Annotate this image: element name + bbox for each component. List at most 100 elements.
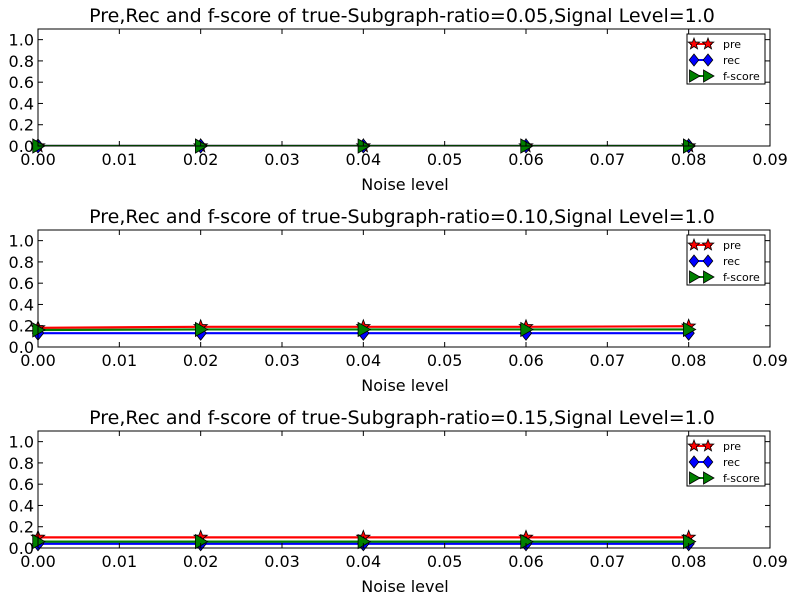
data-point-f-score xyxy=(520,533,534,550)
chart-panel-3: Pre,Rec and f-score of true-Subgraph-rat… xyxy=(9,407,788,596)
x-tick-label: 0.09 xyxy=(752,150,788,169)
y-tick-label: 0.0 xyxy=(9,137,34,156)
legend-marker-f-score xyxy=(703,471,715,485)
x-tick-label: 0.02 xyxy=(183,351,219,370)
x-tick-label: 0.08 xyxy=(671,552,707,571)
y-tick-label: 0.8 xyxy=(9,454,34,473)
data-point-f-score xyxy=(683,533,697,550)
axes-frame xyxy=(37,229,771,348)
legend-marker-rec xyxy=(702,254,714,268)
y-tick-label: 1.0 xyxy=(9,433,34,452)
legend-marker-rec xyxy=(688,254,700,268)
x-tick-label: 0.01 xyxy=(102,552,138,571)
legend: pre rec f-score xyxy=(686,435,766,487)
legend-marker-f-score xyxy=(689,270,701,284)
y-tick-label: 0.0 xyxy=(9,539,34,558)
legend-label-f-score: f-score xyxy=(723,472,760,485)
x-tick-label: 0.06 xyxy=(508,351,544,370)
chart-title: Pre,Rec and f-score of true-Subgraph-rat… xyxy=(89,407,715,429)
x-tick-label: 0.00 xyxy=(20,150,56,169)
data-point-f-score xyxy=(32,533,46,550)
x-tick-label: 0.05 xyxy=(427,150,463,169)
legend-marker-pre xyxy=(701,438,715,452)
y-tick-label: 0.2 xyxy=(9,116,34,135)
legend-label-pre: pre xyxy=(723,38,741,51)
x-axis-label: Noise level xyxy=(361,577,449,596)
legend-label-f-score: f-score xyxy=(723,271,760,284)
chart-title: Pre,Rec and f-score of true-Subgraph-rat… xyxy=(89,206,715,228)
legend-label-f-score: f-score xyxy=(723,70,760,83)
legend-label-rec: rec xyxy=(723,54,740,67)
legend-label-pre: pre xyxy=(723,440,741,453)
legend-marker-rec xyxy=(702,455,714,469)
legend-marker-pre xyxy=(701,237,715,251)
x-tick-label: 0.05 xyxy=(427,552,463,571)
chart-panel-2: Pre,Rec and f-score of true-Subgraph-rat… xyxy=(9,206,788,395)
data-point-f-score xyxy=(683,321,697,338)
data-point-f-score xyxy=(195,321,209,338)
legend-marker-pre xyxy=(687,36,701,50)
data-point-f-score xyxy=(195,533,209,550)
x-tick-label: 0.02 xyxy=(183,552,219,571)
legend-marker-pre xyxy=(687,438,701,452)
legend-marker-pre xyxy=(701,36,715,50)
y-tick-label: 0.2 xyxy=(9,317,34,336)
data-point-f-score xyxy=(32,322,46,338)
x-tick-label: 0.07 xyxy=(590,150,626,169)
x-tick-label: 0.09 xyxy=(752,351,788,370)
axes-frame xyxy=(37,28,771,147)
chart-panel-1: Pre,Rec and f-score of true-Subgraph-rat… xyxy=(9,5,788,194)
y-tick-label: 0.8 xyxy=(9,52,34,71)
x-tick-label: 0.08 xyxy=(671,150,707,169)
x-tick-label: 0.03 xyxy=(264,351,300,370)
x-tick-label: 0.04 xyxy=(346,150,382,169)
legend-marker-rec xyxy=(702,53,714,67)
y-tick-label: 0.4 xyxy=(9,94,34,113)
x-tick-label: 0.04 xyxy=(346,552,382,571)
legend: pre rec f-score xyxy=(686,33,766,85)
axes-frame xyxy=(37,430,771,549)
legend-marker-f-score xyxy=(689,471,701,485)
x-axis-label: Noise level xyxy=(361,175,449,194)
legend-marker-f-score xyxy=(703,69,715,83)
legend-label-pre: pre xyxy=(723,239,741,252)
x-tick-label: 0.03 xyxy=(264,552,300,571)
legend-marker-pre xyxy=(687,237,701,251)
x-tick-label: 0.00 xyxy=(20,351,56,370)
y-tick-label: 0.4 xyxy=(9,496,34,515)
y-tick-label: 1.0 xyxy=(9,232,34,251)
y-tick-label: 0.6 xyxy=(9,274,34,293)
legend-marker-rec xyxy=(688,53,700,67)
y-tick-label: 0.4 xyxy=(9,295,34,314)
y-tick-label: 0.8 xyxy=(9,253,34,272)
x-tick-label: 0.05 xyxy=(427,351,463,370)
legend-label-rec: rec xyxy=(723,456,740,469)
y-tick-label: 0.2 xyxy=(9,518,34,537)
y-tick-label: 0.6 xyxy=(9,73,34,92)
x-tick-label: 0.03 xyxy=(264,150,300,169)
x-tick-label: 0.00 xyxy=(20,552,56,571)
x-tick-label: 0.09 xyxy=(752,552,788,571)
x-tick-label: 0.01 xyxy=(102,150,138,169)
x-tick-label: 0.02 xyxy=(183,150,219,169)
x-tick-label: 0.01 xyxy=(102,351,138,370)
y-tick-label: 1.0 xyxy=(9,31,34,50)
x-axis-label: Noise level xyxy=(361,376,449,395)
legend: pre rec f-score xyxy=(686,234,766,286)
x-tick-label: 0.07 xyxy=(590,351,626,370)
legend-label-rec: rec xyxy=(723,255,740,268)
legend-marker-f-score xyxy=(689,69,701,83)
chart-title: Pre,Rec and f-score of true-Subgraph-rat… xyxy=(89,5,715,27)
data-point-f-score xyxy=(357,533,372,550)
y-tick-label: 0.6 xyxy=(9,475,34,494)
x-tick-label: 0.07 xyxy=(590,552,626,571)
x-tick-label: 0.04 xyxy=(346,351,382,370)
y-tick-label: 0.0 xyxy=(9,338,34,357)
legend-marker-rec xyxy=(688,455,700,469)
data-point-f-score xyxy=(520,321,534,338)
x-tick-label: 0.08 xyxy=(671,351,707,370)
x-tick-label: 0.06 xyxy=(508,150,544,169)
data-point-f-score xyxy=(357,321,372,338)
legend-marker-f-score xyxy=(703,270,715,284)
